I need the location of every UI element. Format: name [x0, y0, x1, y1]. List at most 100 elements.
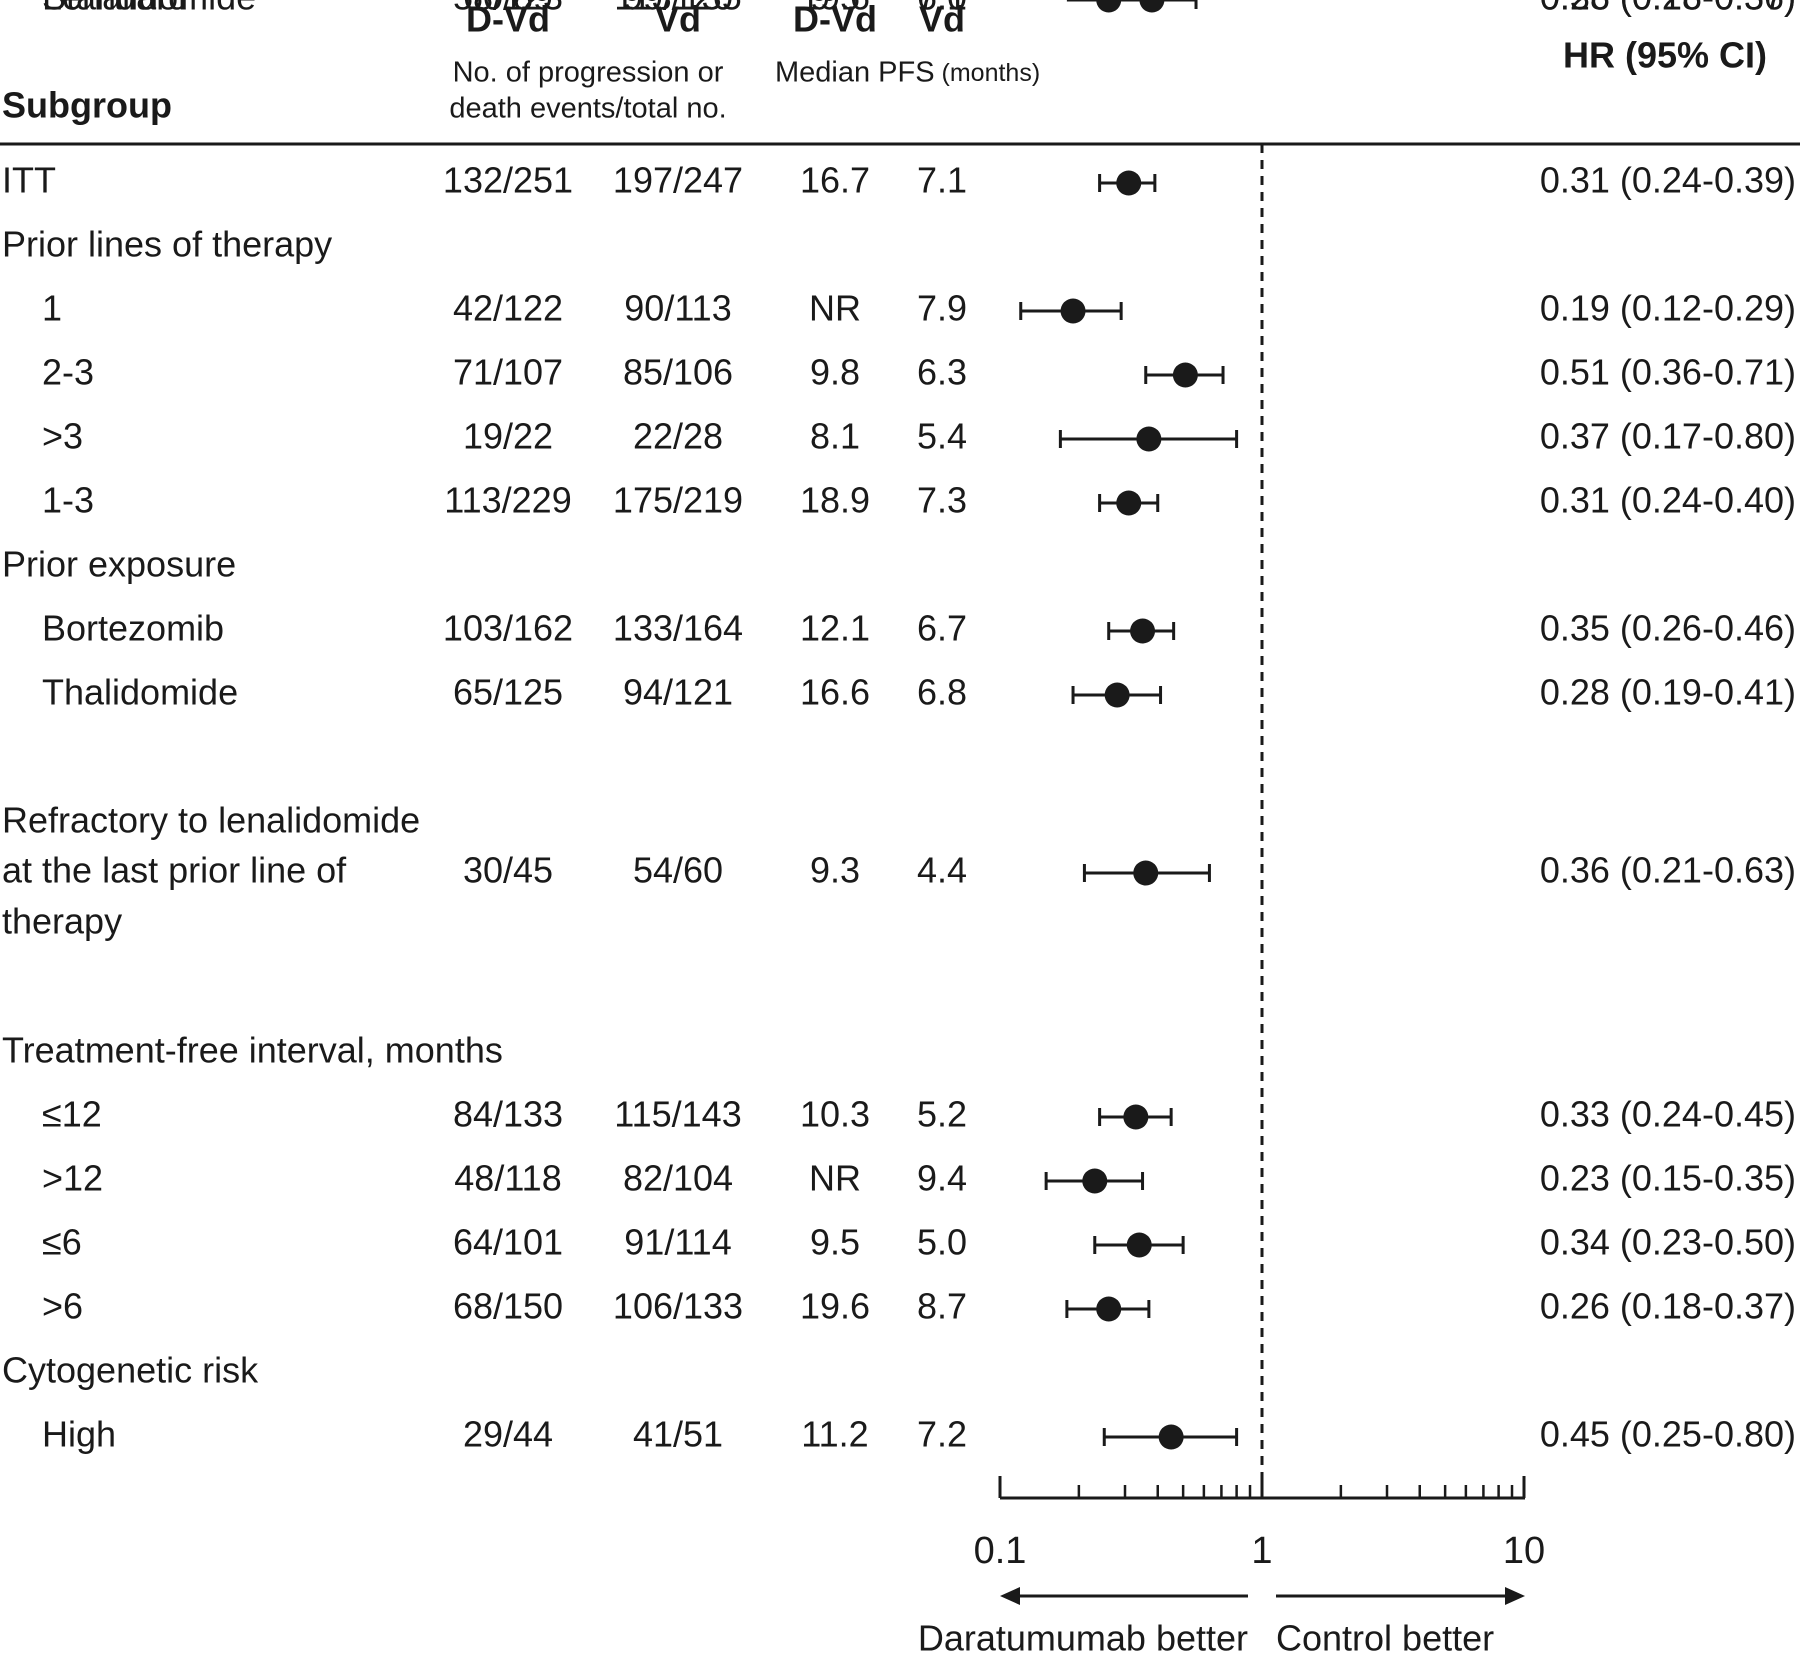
hr-point: [1096, 0, 1122, 13]
hr-point: [1126, 1232, 1152, 1258]
subgroup-label: Standard: [42, 0, 188, 18]
right-arrow-head: [1505, 1587, 1525, 1605]
hr-point: [1104, 682, 1130, 708]
median-pfs-vd: 4.4: [917, 850, 967, 891]
hr-ci-text: 0.38 (0.26-0.56): [1540, 0, 1796, 18]
median-pfs-dvd: 16.6: [800, 672, 870, 713]
group-header-row: Treatment-free interval, months: [2, 1030, 503, 1071]
hr-point: [1123, 1104, 1149, 1130]
median-pfs-dvd: 12.1: [800, 608, 870, 649]
group-label: Prior lines of therapy: [2, 224, 332, 265]
hr-point: [1082, 1168, 1108, 1194]
x-tick-label: 10: [1503, 1530, 1545, 1572]
median-pfs-dvd: 8.1: [810, 416, 860, 457]
hr-ci-text: 0.31 (0.24-0.40): [1540, 480, 1796, 521]
median-pfs-vd: 5.0: [917, 1222, 967, 1263]
subgroup-label: ≤12: [42, 1094, 102, 1135]
hr-ci-text: 0.28 (0.19-0.41): [1540, 672, 1796, 713]
median-pfs-vd: 7.3: [917, 480, 967, 521]
events-dvd: 65/125: [453, 672, 563, 713]
subgroup-label: 2-3: [42, 352, 94, 393]
events-dvd: 132/251: [443, 160, 573, 201]
subgroup-label: ITT: [2, 160, 56, 201]
subgroup-label: 1-3: [42, 480, 94, 521]
events-vd: 175/219: [613, 480, 743, 521]
median-pfs-dvd: 9.5: [810, 1222, 860, 1263]
hr-point: [1133, 860, 1159, 886]
events-dvd: 71/107: [453, 352, 563, 393]
subgroup-label: Lenalidomide: [42, 0, 256, 18]
median-pfs-dvd: 10.3: [800, 1094, 870, 1135]
events-vd: 94/121: [623, 672, 733, 713]
hr-ci-text: 0.34 (0.23-0.50): [1540, 1222, 1796, 1263]
subgroup-row: 2-3 71/107 85/106 9.8 6.3 0.51 (0.36-0.71): [42, 352, 1796, 393]
events-vd: 197/247: [613, 160, 743, 201]
events-vd: 82/104: [623, 1158, 733, 1199]
events-dvd: 58/123: [453, 0, 563, 18]
forest-rows: ITT 132/251 197/247 16.7 7.1 0.31 (0.24-0.39)…: [2, 0, 1796, 1455]
subgroup-label: >3: [42, 416, 83, 457]
events-dvd: 19/22: [463, 416, 553, 457]
events-dvd: 84/133: [453, 1094, 563, 1135]
median-pfs-dvd: 9.5: [810, 0, 860, 18]
median-pfs-vd: 6.3: [917, 352, 967, 393]
events-vd: 115/143: [614, 1094, 741, 1135]
hr-ci-text: 0.33 (0.24-0.45): [1540, 1094, 1796, 1135]
median-pfs-dvd: NR: [809, 288, 861, 329]
header-events-line1: No. of progression or: [453, 57, 724, 89]
group-label: Treatment-free interval, months: [2, 1030, 503, 1071]
subgroup-row: ITT 132/251 197/247 16.7 7.1 0.31 (0.24-0.39): [2, 160, 1796, 201]
hr-ci-text: 0.45 (0.25-0.80): [1540, 1414, 1796, 1455]
hr-point: [1136, 426, 1162, 452]
group-label: Prior exposure: [2, 544, 236, 585]
subgroup-row: High 29/44 41/51 11.2 7.2 0.45 (0.25-0.80): [42, 1414, 1796, 1455]
hr-ci-text: 0.23 (0.15-0.35): [1540, 1158, 1796, 1199]
events-vd: 41/51: [633, 1414, 723, 1455]
events-dvd: 60/89: [463, 0, 553, 18]
hr-point: [1116, 490, 1142, 516]
median-pfs-vd: 7.1: [917, 160, 967, 201]
hr-ci-text: 0.51 (0.36-0.71): [1540, 352, 1796, 393]
group-header-row: Prior lines of therapy: [2, 224, 332, 265]
subgroup-label: >6: [42, 1286, 83, 1327]
subgroup-row: Lenalidomide 60/89 99/120 9.5 6.1 0.38 (0.26-…: [42, 0, 1796, 18]
median-pfs-vd: 8.7: [917, 1286, 967, 1327]
subgroup-row: >3 19/22 22/28 8.1 5.4 0.37 (0.17-0.80): [42, 416, 1796, 457]
events-vd: 91/114: [624, 1222, 731, 1263]
hr-point: [1060, 298, 1086, 324]
header-months: (months): [935, 59, 1041, 87]
x-tick-label: 0.1: [974, 1530, 1027, 1572]
events-dvd: 29/44: [463, 1414, 553, 1455]
events-vd: 113/135: [614, 0, 741, 18]
hr-ci-text: 0.36 (0.21-0.63): [1540, 850, 1796, 891]
header-subgroup: Subgroup: [2, 85, 172, 126]
events-vd: 90/113: [624, 288, 731, 329]
subgroup-label: ≤6: [42, 1222, 82, 1263]
header-events-line2: death events/total no.: [449, 93, 726, 125]
median-pfs-vd: 6.8: [917, 672, 967, 713]
right-direction-label: Control better: [1276, 1618, 1494, 1659]
median-pfs-vd: 6.7: [917, 608, 967, 649]
hr-point: [1096, 1296, 1122, 1322]
median-pfs-vd: 7.9: [917, 288, 967, 329]
subgroup-row: ≤12 84/133 115/143 10.3 5.2 0.33 (0.24-0.45): [42, 1094, 1796, 1135]
left-arrow-head: [1000, 1587, 1020, 1605]
header-vd: Vd: [655, 0, 701, 40]
hr-ci-text: 0.19 (0.12-0.29): [1540, 288, 1796, 329]
subgroup-label: at the last prior line of: [2, 850, 347, 891]
median-pfs-dvd: 19.6: [800, 0, 870, 18]
median-pfs-vd: 5.2: [917, 1094, 967, 1135]
median-pfs-dvd: 16.7: [800, 160, 870, 201]
subgroup-label: 1: [42, 288, 62, 329]
header-median-pfs: Median PFS (months): [775, 57, 1040, 89]
events-dvd: 103/162: [443, 608, 573, 649]
events-vd: 85/106: [623, 352, 733, 393]
subgroup-label: Bortezomib: [42, 608, 224, 649]
events-dvd: 42/122: [453, 288, 563, 329]
subgroup-row: Standard 58/123 113/135 19.6 7.0 0.26 (0.18-0…: [42, 0, 1796, 18]
events-vd: 99/120: [623, 0, 733, 18]
subgroup-label: Thalidomide: [42, 672, 238, 713]
median-pfs-dvd: 18.9: [800, 480, 870, 521]
events-vd: 133/164: [613, 608, 743, 649]
